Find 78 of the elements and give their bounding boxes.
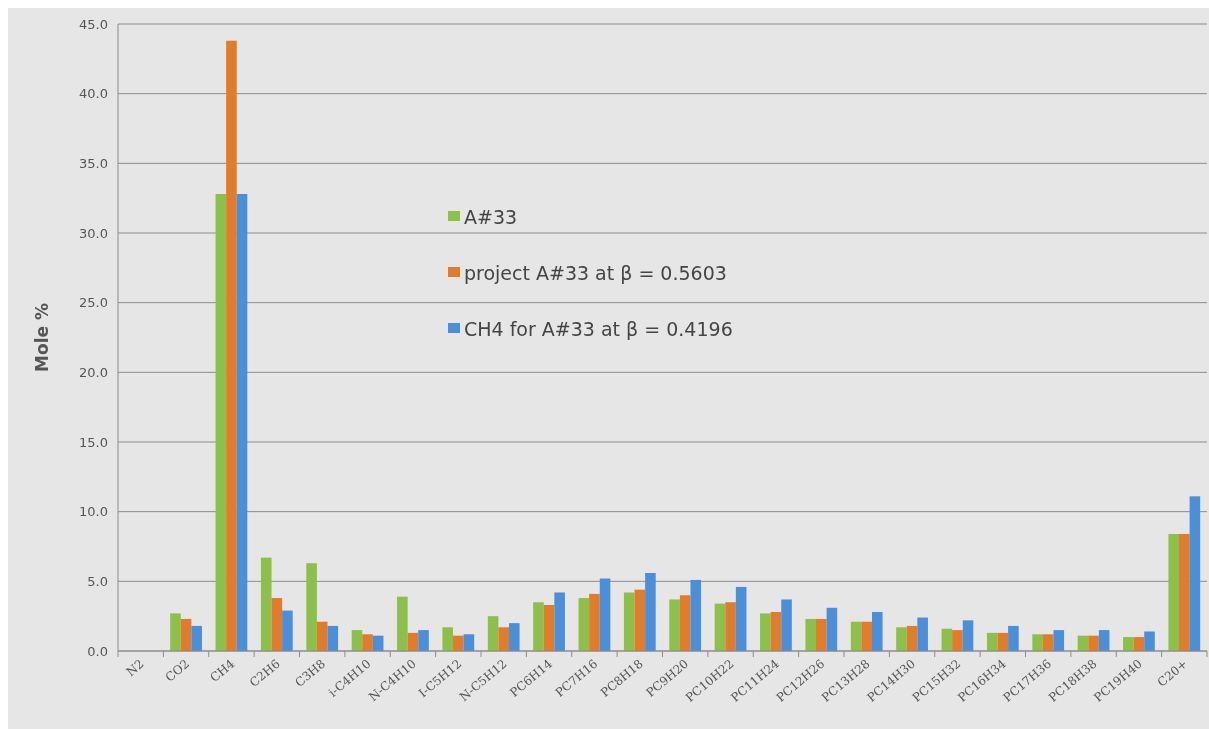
bar xyxy=(1032,634,1043,651)
bar xyxy=(351,630,363,651)
bar xyxy=(952,630,963,651)
bar xyxy=(589,593,600,651)
bar xyxy=(554,592,565,651)
bar xyxy=(1123,637,1134,651)
bar xyxy=(599,578,611,651)
bar xyxy=(725,602,736,651)
bar xyxy=(226,40,237,651)
legend-label: A#33 xyxy=(464,205,518,228)
bar xyxy=(327,625,339,651)
y-tick-label: 25.0 xyxy=(79,295,108,311)
bar xyxy=(1088,635,1099,651)
bar xyxy=(634,589,646,651)
y-tick-label: 5.0 xyxy=(87,573,108,589)
bar xyxy=(1098,630,1110,651)
bar xyxy=(906,625,918,651)
bar xyxy=(453,635,464,651)
y-tick-label: 40.0 xyxy=(79,86,108,102)
bar xyxy=(533,602,544,651)
bar xyxy=(180,618,192,651)
bar xyxy=(816,618,827,651)
bar xyxy=(215,193,227,651)
y-tick-label: 0.0 xyxy=(87,643,108,659)
bar xyxy=(271,598,283,651)
y-axis-title: Mole % xyxy=(32,303,52,372)
bar xyxy=(690,579,702,651)
bar xyxy=(306,563,317,651)
bar xyxy=(463,634,475,651)
bar xyxy=(397,596,408,651)
bar xyxy=(1144,631,1155,651)
bar xyxy=(1053,630,1065,651)
bar xyxy=(316,621,328,651)
x-tick-label: N2 xyxy=(123,656,147,679)
bar xyxy=(669,599,680,651)
bar xyxy=(498,627,509,651)
bar xyxy=(760,613,771,651)
legend-label: CH4 for A#33 at β = 0.4196 xyxy=(464,317,733,340)
bar xyxy=(805,618,817,651)
bar xyxy=(986,632,998,651)
bar xyxy=(543,605,555,651)
bar xyxy=(236,193,248,651)
legend-label: project A#33 at β = 0.5603 xyxy=(464,261,727,284)
bar xyxy=(679,595,691,651)
bar xyxy=(735,586,747,651)
bar xyxy=(1168,533,1180,651)
bar xyxy=(578,598,590,651)
bar xyxy=(645,572,656,651)
y-tick-label: 45.0 xyxy=(79,16,108,32)
y-tick-label: 10.0 xyxy=(79,504,108,520)
bar xyxy=(781,599,792,651)
bar xyxy=(826,607,838,651)
bar xyxy=(418,630,429,651)
y-tick-label: 15.0 xyxy=(79,434,108,450)
bar xyxy=(917,617,928,651)
bar xyxy=(487,616,499,651)
bar xyxy=(861,621,872,651)
bar xyxy=(362,634,373,651)
bar xyxy=(1008,625,1019,651)
bar xyxy=(770,611,782,651)
bar xyxy=(442,627,454,651)
y-tick-label: 20.0 xyxy=(79,364,108,380)
bar xyxy=(260,557,272,651)
bar xyxy=(623,592,635,651)
bar xyxy=(850,621,862,651)
y-tick-label: 30.0 xyxy=(79,225,108,241)
bar xyxy=(962,620,974,651)
bar xyxy=(508,623,520,651)
bar xyxy=(170,613,181,651)
bar xyxy=(1042,634,1054,651)
bar xyxy=(871,611,883,651)
y-tick-label: 35.0 xyxy=(79,155,108,171)
bar xyxy=(282,610,293,651)
bar xyxy=(896,627,907,651)
bar xyxy=(1189,496,1201,651)
bar xyxy=(191,625,202,651)
bar xyxy=(714,603,726,651)
bar xyxy=(1179,533,1190,651)
